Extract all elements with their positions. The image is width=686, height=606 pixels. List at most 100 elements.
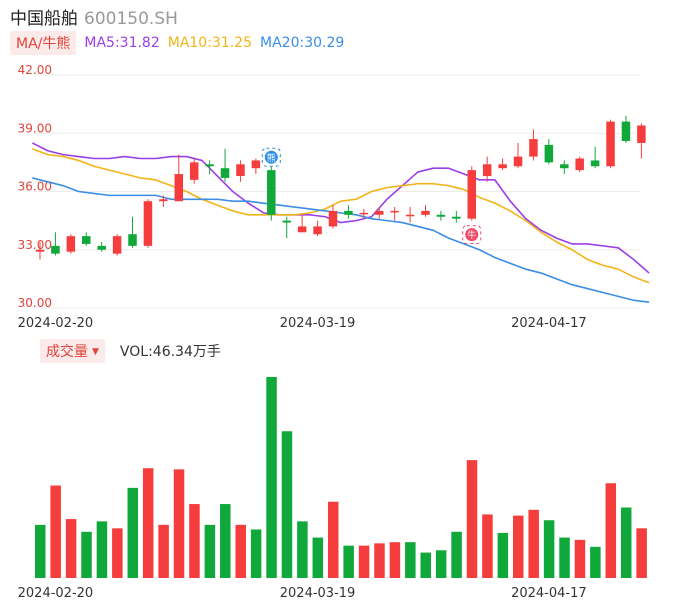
volume-bar-up: [605, 483, 617, 578]
volume-bar-down: [435, 550, 447, 578]
ma5-legend: MA5:31.82: [84, 35, 160, 51]
volume-bar-down: [266, 376, 277, 578]
candle-down: [544, 144, 554, 163]
price-tick-label: 36.00: [18, 180, 52, 194]
candle-up: [606, 121, 615, 167]
volume-legend: 成交量 ▼ VOL:46.34万手: [40, 339, 221, 363]
volume-tab-label: 成交量: [46, 344, 88, 360]
ma-indicator-tab[interactable]: MA/牛熊: [10, 31, 77, 55]
candle-down: [621, 121, 631, 142]
ma20-legend: MA20:30.29: [260, 35, 345, 51]
date-tick-label: 2024-02-20: [18, 316, 94, 331]
candle-up: [529, 139, 538, 157]
bull-marker-label: 牛: [467, 229, 476, 241]
bear-marker-frame: [261, 147, 281, 167]
candle-up: [35, 249, 45, 252]
candle-up: [405, 214, 415, 217]
date-tick-label: 2024-03-19: [280, 316, 356, 331]
ma10-line: [32, 148, 650, 284]
price-tick-label: 33.00: [18, 238, 52, 252]
candle-up: [637, 125, 646, 143]
volume-bar-down: [497, 532, 509, 578]
price-tick-label: 30.00: [18, 296, 52, 310]
volume-bar-up: [466, 460, 478, 578]
volume-bar-down: [81, 531, 92, 578]
volume-bar-down: [620, 507, 632, 578]
caret-down-icon: ▼: [92, 347, 99, 357]
candle-up: [467, 170, 477, 219]
volume-bar-down: [420, 552, 431, 578]
candle-up: [112, 236, 122, 254]
bull-marker-frame: [462, 225, 482, 245]
candle-down: [128, 234, 137, 246]
candle-up: [236, 164, 245, 176]
volume-bar-up: [173, 469, 185, 578]
volume-bar-up: [358, 545, 370, 578]
candle-up: [498, 164, 507, 169]
volume-bar-down: [281, 431, 293, 578]
volume-date-tick-label: 2024-03-19: [280, 586, 356, 601]
candle-down: [82, 236, 91, 244]
ma10-legend: MA10:31.25: [167, 35, 253, 51]
volume-bar-down: [297, 521, 308, 578]
candle-down: [282, 220, 291, 223]
volume-bar-down: [96, 521, 108, 578]
price-tick-label: 39.00: [18, 121, 52, 135]
volume-bar-up: [327, 501, 339, 578]
volume-bar-up: [158, 524, 169, 578]
volume-bar-up: [142, 468, 154, 578]
date-tick-label: 2024-04-17: [511, 316, 587, 331]
volume-bar-up: [189, 504, 200, 578]
volume-bar-down: [405, 542, 416, 578]
bear-marker-icon: [264, 150, 278, 164]
bull-marker-icon: [465, 228, 479, 242]
candle-up: [251, 160, 261, 169]
volume-bar-down: [204, 524, 216, 578]
candle-down: [205, 164, 214, 167]
candle-down: [590, 160, 600, 167]
volume-bar-down: [559, 537, 570, 578]
bear-marker-label: 熊: [267, 152, 276, 164]
candle-up: [159, 199, 168, 202]
volume-indicator-tab[interactable]: 成交量 ▼: [40, 339, 105, 363]
candle-up: [359, 212, 369, 215]
candle-down: [51, 245, 60, 254]
candle-up: [313, 226, 322, 235]
candle-down: [97, 245, 106, 250]
volume-bar-up: [112, 528, 123, 578]
stock-title: 中国船舶 600150.SH: [10, 4, 178, 29]
candle-down: [560, 164, 569, 169]
ma-legend: MA/牛熊 MA5:31.82 MA10:31.25 MA20:30.29: [10, 31, 352, 55]
volume-bar-down: [451, 531, 462, 578]
volume-bar-down: [220, 504, 231, 578]
volume-bar-up: [374, 543, 385, 578]
volume-bar-down: [543, 520, 555, 578]
volume-date-tick-label: 2024-04-17: [511, 586, 587, 601]
candle-up: [374, 210, 384, 215]
candle-down: [344, 210, 353, 215]
volume-bar-up: [389, 542, 401, 578]
ma20-line: [32, 177, 650, 303]
candle-up: [482, 164, 492, 176]
candle-up: [174, 174, 184, 202]
candle-up: [390, 210, 399, 213]
candle-down: [452, 216, 461, 219]
candle-down: [436, 214, 446, 217]
volume-bar-up: [636, 528, 647, 578]
volume-bar-up: [513, 515, 524, 578]
candle-up: [297, 226, 307, 233]
volume-bar-down: [250, 529, 262, 578]
volume-bar-up: [65, 519, 77, 578]
volume-bar-down: [590, 546, 601, 578]
volume-bar-up: [528, 509, 539, 578]
candle-up: [189, 162, 199, 180]
candle-up: [328, 210, 338, 227]
volume-bar-up: [482, 514, 493, 578]
volume-bar-up: [574, 539, 586, 578]
volume-bar-down: [343, 545, 354, 578]
candle-up: [143, 201, 153, 246]
volume-bar-down: [127, 487, 139, 578]
stock-name: 中国船舶: [10, 9, 78, 29]
candle-up: [575, 158, 584, 171]
